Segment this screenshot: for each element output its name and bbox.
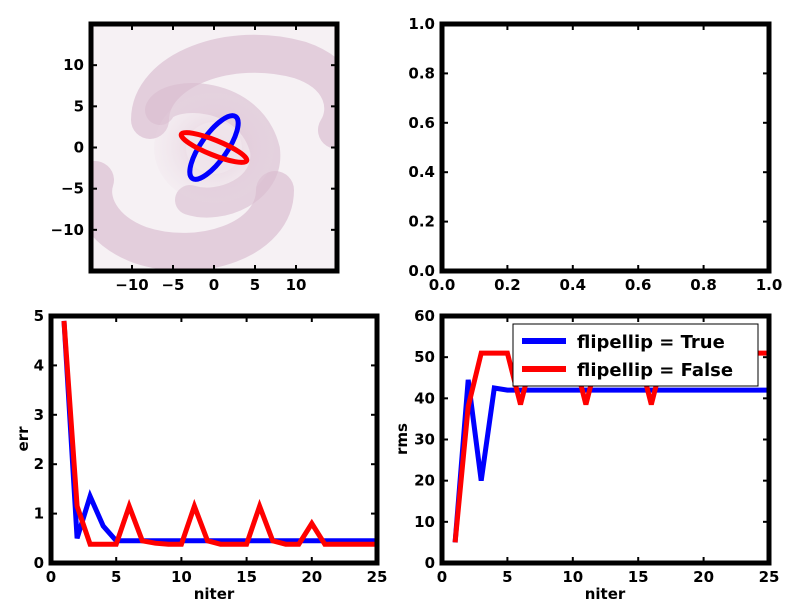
- x-tick-label: 10: [562, 568, 583, 586]
- x-tick-label: 5: [250, 276, 260, 294]
- y-axis-label: err: [14, 426, 32, 452]
- x-tick-label: 0.4: [560, 276, 587, 294]
- panel-empty: 0.0 0.2 0.4 0.6 0.8 1.0 0.0 0.2 0.4 0.6 0.8 1.0: [408, 15, 782, 294]
- x-tick-label: −5: [161, 276, 184, 294]
- y-tick-label: 0: [34, 554, 44, 572]
- x-tick-label: 0: [437, 568, 447, 586]
- axes-frame: [88, 21, 340, 274]
- x-tick-label: 0.0: [429, 276, 456, 294]
- y-tick-label: 0.8: [408, 64, 435, 82]
- panel-galaxy: −10 −5 0 5 10 −10 −5 0 5 10: [51, 21, 340, 294]
- legend: flipellip = True flipellip = False: [512, 323, 759, 387]
- axes-frame: [439, 313, 772, 566]
- y-tick-label: 50: [414, 348, 435, 366]
- ellipse-1: [178, 130, 250, 165]
- y-tick-label: 3: [34, 406, 44, 424]
- y-tick-label: −5: [61, 180, 84, 198]
- y-tick-label: 0.6: [408, 114, 435, 132]
- y-tick-label: 5: [34, 307, 44, 325]
- ellipse-0: [187, 113, 241, 182]
- x-tick-label: 15: [236, 568, 257, 586]
- panel-err: 0 5 10 15 20 25 0 1 2 3 4 5 niter err: [14, 307, 387, 600]
- y-tick-label: 1.0: [408, 15, 435, 33]
- x-axis-label: niter: [194, 585, 235, 600]
- galaxy-image: [91, 24, 337, 271]
- x-tick-label: 0: [209, 276, 219, 294]
- x-tick-label: 15: [628, 568, 649, 586]
- y-tick-label: 0.0: [408, 262, 435, 280]
- y-tick-label: 30: [414, 431, 435, 449]
- series-line-0: [452, 379, 769, 543]
- legend-label-true: flipellip = True: [577, 332, 725, 353]
- y-tick-label: 20: [414, 472, 435, 490]
- y-tick-label: 0: [425, 554, 435, 572]
- series-line-1: [61, 320, 377, 547]
- y-tick-label: 0.4: [408, 163, 435, 181]
- axes-frame: [439, 21, 772, 274]
- y-tick-label: 4: [34, 356, 44, 374]
- x-tick-label: −10: [115, 276, 148, 294]
- x-tick-label: 5: [111, 568, 121, 586]
- x-tick-label: 5: [502, 568, 512, 586]
- y-axis-label: rms: [393, 423, 411, 455]
- panel-rms: 0 5 10 15 20 25 0 10 20 30 40 50 60 niter rms flipel…: [393, 307, 779, 600]
- y-tick-label: 10: [63, 56, 84, 74]
- axes-frame: [48, 313, 380, 566]
- y-tick-label: 0.2: [408, 213, 435, 231]
- x-tick-label: 10: [286, 276, 307, 294]
- y-tick-label: 40: [414, 389, 435, 407]
- legend-label-false: flipellip = False: [577, 360, 733, 381]
- x-tick-label: 20: [693, 568, 714, 586]
- y-tick-label: −10: [51, 221, 84, 239]
- y-tick-label: 1: [34, 505, 44, 523]
- x-tick-label: 10: [171, 568, 192, 586]
- y-tick-label: 10: [414, 513, 435, 531]
- y-tick-label: 0: [74, 139, 84, 157]
- y-tick-label: 5: [74, 97, 84, 115]
- legend-box: [512, 323, 759, 387]
- y-tick-label: 2: [34, 455, 44, 473]
- y-tick-label: 60: [414, 307, 435, 325]
- x-tick-label: 20: [301, 568, 322, 586]
- x-tick-label: 0.8: [690, 276, 717, 294]
- x-tick-label: 0.6: [625, 276, 652, 294]
- ellipse-group: [178, 113, 250, 182]
- x-axis-label: niter: [585, 585, 626, 600]
- x-tick-label: 1.0: [756, 276, 783, 294]
- x-tick-label: 0.2: [494, 276, 521, 294]
- x-tick-label: 25: [367, 568, 388, 586]
- x-tick-label: 0: [46, 568, 56, 586]
- x-tick-label: 25: [759, 568, 780, 586]
